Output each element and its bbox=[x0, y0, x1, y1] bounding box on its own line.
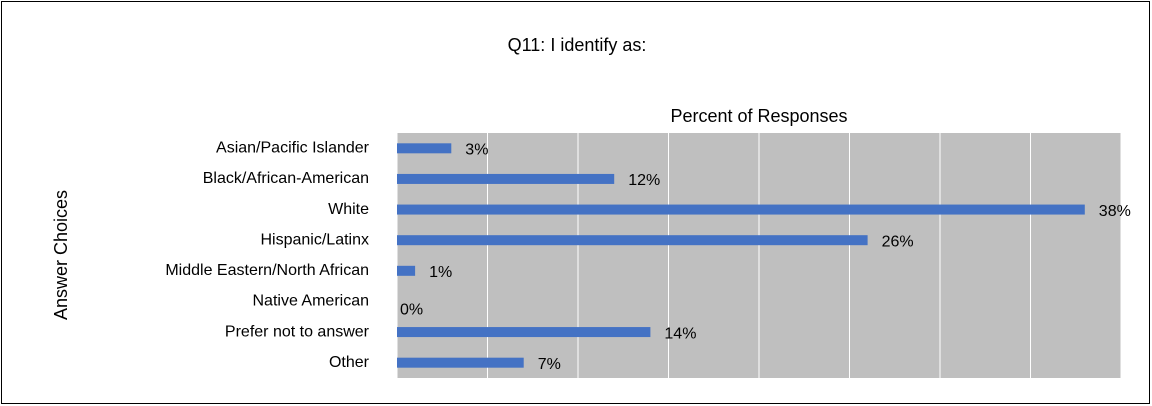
x-axis-label: Percent of Responses bbox=[670, 106, 847, 126]
data-label: 26% bbox=[882, 233, 914, 250]
data-label: 7% bbox=[538, 356, 561, 373]
bar bbox=[397, 235, 868, 246]
y-tick-label: Native American bbox=[253, 293, 370, 310]
bar bbox=[397, 327, 651, 338]
y-tick-label: Asian/Pacific Islander bbox=[216, 140, 370, 157]
bar bbox=[397, 265, 416, 276]
y-tick-label: Hispanic/Latinx bbox=[261, 231, 370, 248]
data-label: 1% bbox=[429, 264, 452, 281]
bar bbox=[397, 357, 524, 368]
data-label: 14% bbox=[664, 325, 696, 342]
y-tick-label: Black/African-American bbox=[203, 170, 369, 187]
y-tick-label: White bbox=[328, 201, 369, 218]
bar bbox=[397, 173, 615, 184]
data-label: 3% bbox=[465, 142, 488, 159]
bar bbox=[397, 204, 1085, 215]
chart-title: Q11: I identify as: bbox=[508, 35, 647, 55]
data-label: 12% bbox=[628, 172, 660, 189]
data-label: 0% bbox=[400, 302, 423, 319]
y-tick-label: Prefer not to answer bbox=[225, 323, 370, 340]
data-label: 38% bbox=[1099, 203, 1131, 220]
y-axis-label: Answer Choices bbox=[51, 190, 71, 320]
y-tick-label: Middle Eastern/North African bbox=[165, 262, 369, 279]
y-tick-label: Other bbox=[329, 354, 370, 371]
bar bbox=[397, 143, 452, 154]
